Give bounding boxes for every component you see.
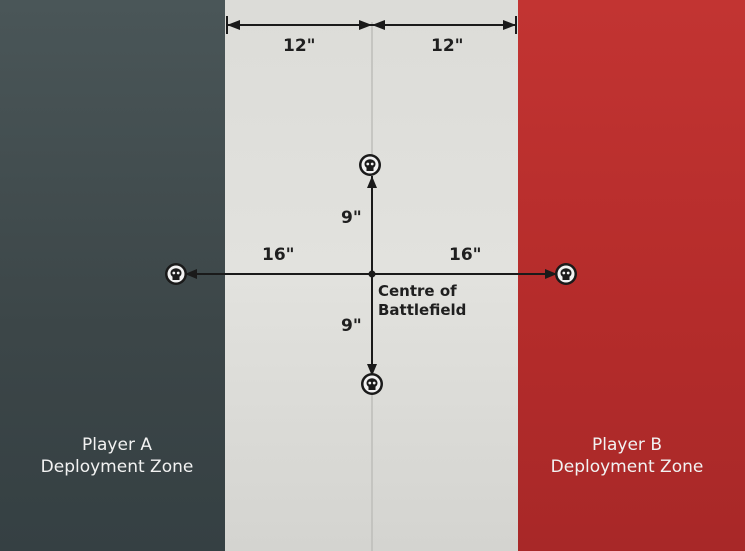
centre-point xyxy=(368,270,376,278)
player-a-name: Player A xyxy=(82,435,152,455)
centre-of-battlefield-label: Centre of Battlefield xyxy=(378,282,466,320)
centre-label-line1: Centre of xyxy=(378,282,457,300)
measure-label-left: 16" xyxy=(262,245,295,265)
player-b-name: Player B xyxy=(592,435,662,455)
measure-label-down: 9" xyxy=(341,316,362,336)
skull-icon xyxy=(165,263,187,285)
player-b-zone-text: Deployment Zone xyxy=(550,457,704,477)
skull-icon xyxy=(359,154,381,176)
measure-label-right: 16" xyxy=(449,245,482,265)
centre-label-line2: Battlefield xyxy=(378,301,467,319)
top-measure-arrows xyxy=(226,16,517,34)
player-b-zone-label: Player B Deployment Zone xyxy=(532,434,722,478)
measure-label-up: 9" xyxy=(341,208,362,228)
player-a-zone-text: Deployment Zone xyxy=(40,457,194,477)
skull-icon xyxy=(555,263,577,285)
measure-label-top-right: 12" xyxy=(431,36,464,56)
skull-icon xyxy=(361,373,383,395)
player-a-deployment-zone xyxy=(0,0,225,551)
measure-label-top-left: 12" xyxy=(283,36,316,56)
player-a-zone-label: Player A Deployment Zone xyxy=(22,434,212,478)
